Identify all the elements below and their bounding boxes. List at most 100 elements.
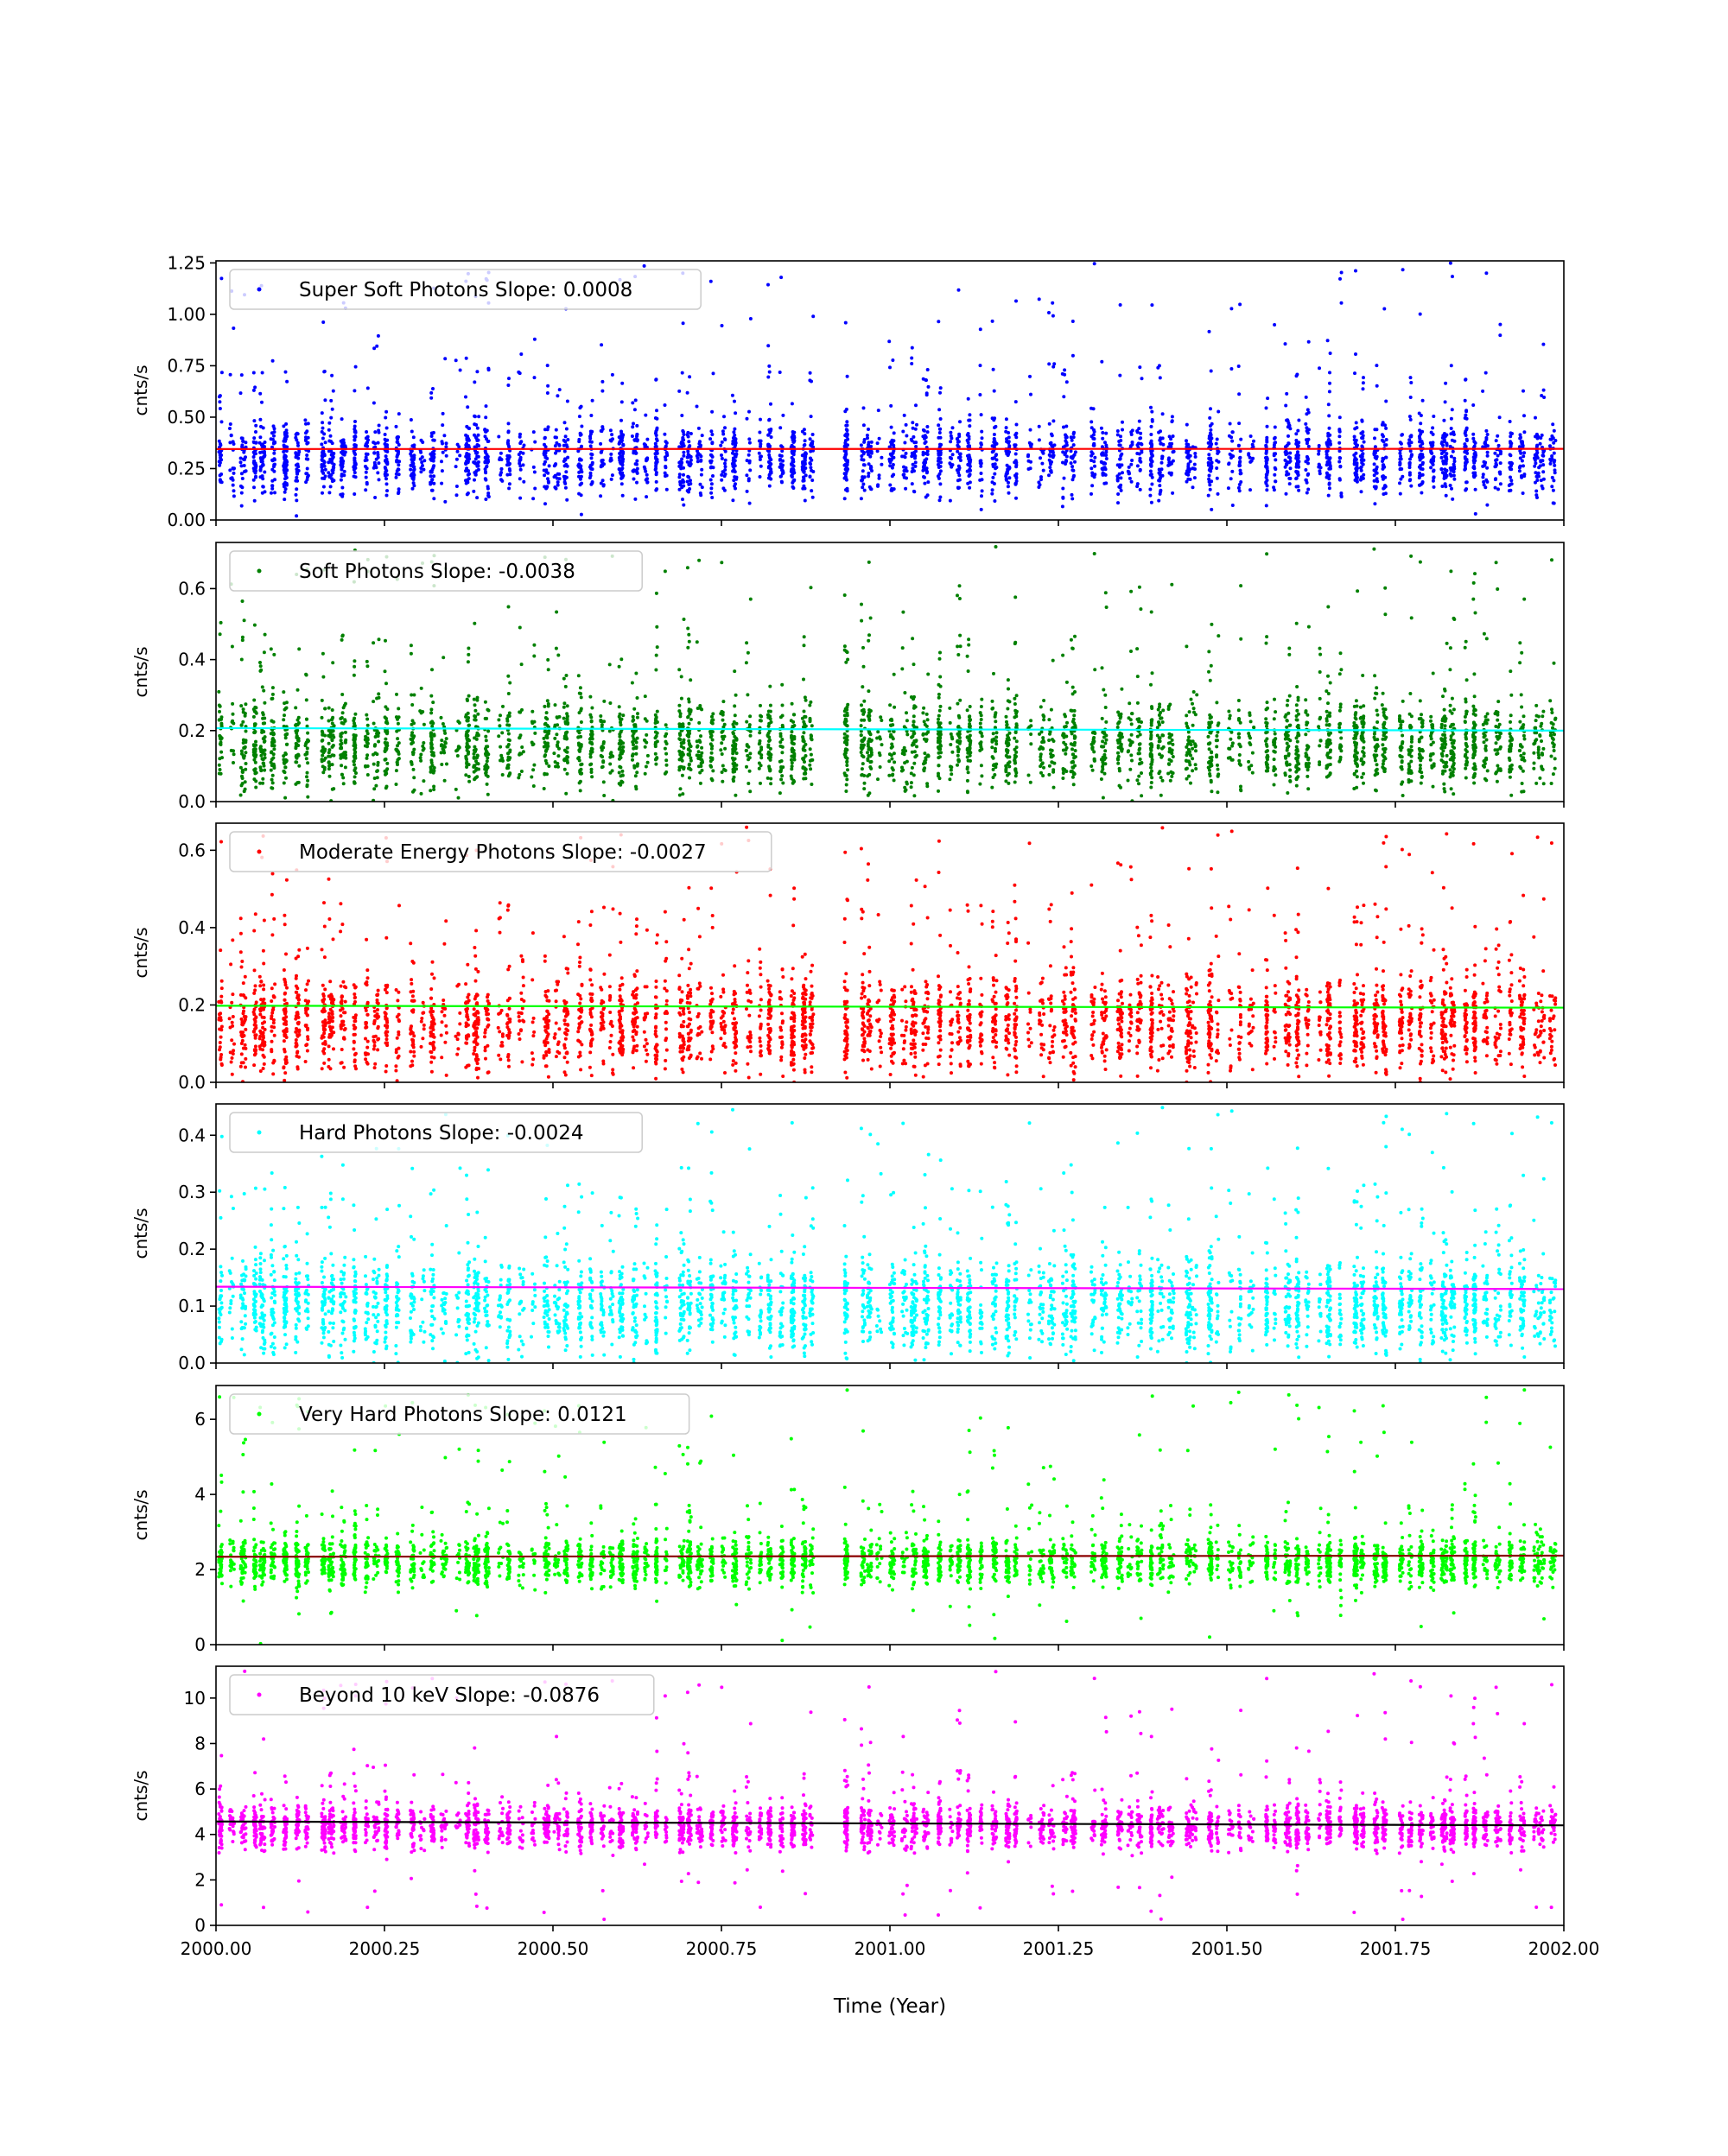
- data-point: [353, 745, 357, 748]
- data-point: [1007, 480, 1010, 485]
- data-point: [419, 450, 423, 454]
- data-point: [1463, 455, 1467, 460]
- data-point: [938, 417, 943, 421]
- data-point: [506, 422, 511, 426]
- data-point: [1472, 475, 1477, 479]
- data-point: [228, 468, 232, 472]
- data-point: [547, 764, 551, 768]
- data-point: [260, 685, 264, 689]
- data-point: [1361, 381, 1365, 385]
- data-point: [992, 437, 996, 441]
- data-point: [1150, 475, 1154, 479]
- data-point: [467, 739, 471, 743]
- data-point: [465, 719, 469, 723]
- data-point: [1158, 491, 1162, 496]
- data-point: [1166, 463, 1171, 467]
- data-point: [499, 467, 504, 471]
- data-point: [385, 489, 389, 493]
- data-point: [1104, 457, 1109, 460]
- data-point: [631, 758, 634, 762]
- data-point: [331, 455, 335, 460]
- data-point: [376, 734, 380, 739]
- data-point: [664, 455, 667, 460]
- data-point: [1552, 460, 1556, 464]
- data-point: [600, 723, 604, 727]
- data-point: [721, 429, 725, 434]
- data-point: [1449, 416, 1453, 421]
- data-point: [654, 479, 658, 484]
- data-point: [696, 456, 700, 460]
- data-point: [733, 464, 737, 468]
- data-point: [1485, 433, 1490, 436]
- data-point: [620, 460, 625, 464]
- data-point: [937, 466, 941, 469]
- data-point: [635, 770, 639, 775]
- data-point: [619, 467, 624, 472]
- data-point: [454, 465, 458, 469]
- data-point: [1297, 441, 1301, 445]
- data-point: [1119, 476, 1123, 480]
- data-point: [1444, 381, 1448, 385]
- data-point: [353, 424, 357, 428]
- data-point: [1061, 460, 1064, 465]
- data-point: [1206, 493, 1210, 498]
- data-point: [1429, 466, 1433, 470]
- data-point: [1069, 449, 1073, 453]
- data-point: [620, 381, 625, 385]
- data-point: [422, 779, 426, 783]
- data-point: [578, 771, 582, 776]
- data-point: [377, 637, 381, 642]
- data-point: [303, 418, 308, 422]
- data-point: [263, 632, 267, 637]
- data-point: [861, 469, 865, 473]
- data-point: [681, 435, 685, 440]
- data-point: [892, 472, 896, 477]
- data-point: [432, 464, 436, 468]
- data-point: [1494, 465, 1498, 468]
- data-point: [270, 692, 275, 696]
- data-point: [635, 423, 639, 428]
- data-point: [323, 707, 327, 711]
- data-point: [252, 709, 257, 713]
- data-point: [925, 368, 930, 371]
- data-point: [1050, 432, 1053, 436]
- data-point: [467, 779, 472, 783]
- data-point: [1472, 466, 1477, 471]
- data-point: [564, 674, 569, 677]
- data-point: [870, 469, 874, 472]
- data-point: [432, 784, 436, 789]
- data-point: [880, 455, 884, 460]
- data-point: [861, 452, 866, 456]
- data-point: [1013, 481, 1018, 485]
- data-point: [252, 462, 257, 466]
- data-point: [365, 745, 369, 749]
- data-point: [282, 424, 286, 428]
- data-point: [1449, 427, 1453, 430]
- data-point: [283, 770, 287, 775]
- data-point: [252, 485, 256, 490]
- data-point: [296, 715, 301, 720]
- data-point: [1140, 442, 1144, 447]
- data-point: [767, 484, 772, 488]
- data-point: [599, 494, 603, 498]
- data-point: [843, 462, 848, 466]
- data-point: [364, 436, 368, 441]
- data-point: [1138, 436, 1142, 441]
- data-point: [430, 453, 435, 458]
- data-point: [270, 696, 275, 701]
- data-point: [283, 751, 288, 755]
- data-point: [1229, 307, 1234, 311]
- data-point: [484, 734, 488, 739]
- data-point: [499, 451, 503, 455]
- data-point: [328, 754, 333, 758]
- data-point: [365, 482, 369, 486]
- data-point: [766, 433, 771, 437]
- data-point: [270, 751, 273, 755]
- data-point: [331, 471, 335, 475]
- data-point: [252, 419, 257, 423]
- data-point: [925, 430, 930, 434]
- data-point: [547, 464, 551, 468]
- data-point: [238, 456, 243, 460]
- data-point: [321, 455, 325, 459]
- data-point: [600, 755, 605, 759]
